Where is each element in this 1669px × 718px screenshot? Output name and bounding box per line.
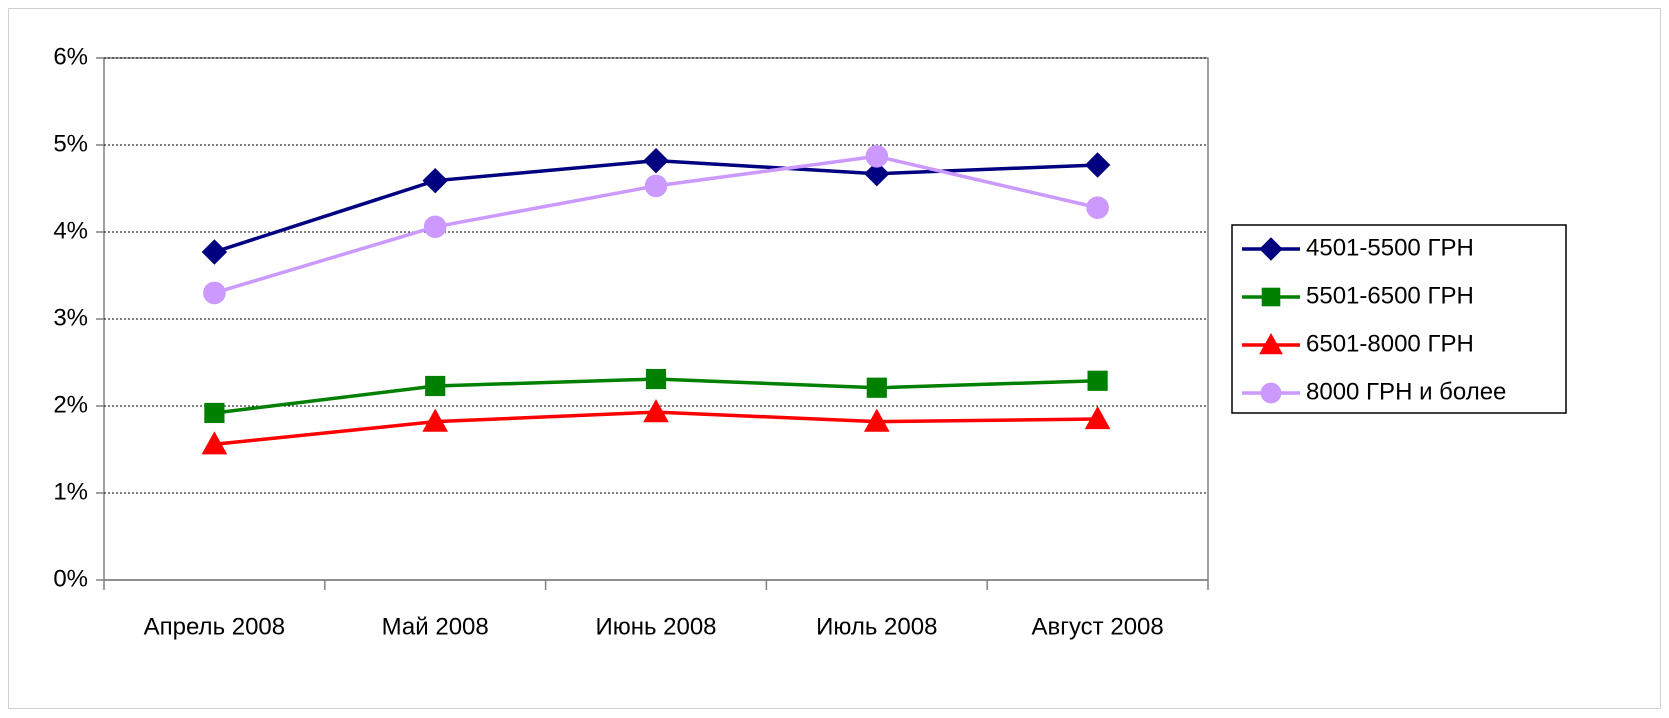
marker-square [866, 377, 887, 398]
legend-marker [1259, 332, 1283, 355]
legend [1231, 224, 1567, 414]
marker-diamond [643, 147, 669, 174]
y-tick-label: 4% [53, 217, 88, 244]
x-tick-label: Июнь 2008 [595, 613, 716, 640]
marker-triangle [422, 408, 449, 432]
y-tick-label: 2% [53, 391, 88, 418]
marker-triangle [863, 408, 890, 432]
legend-box [1231, 224, 1567, 414]
marker-circle [203, 281, 226, 305]
marker-diamond [1084, 152, 1111, 178]
y-tick-label: 3% [53, 304, 88, 331]
y-tick-label: 6% [53, 43, 88, 70]
marker-triangle [201, 431, 228, 455]
x-tick-label: Август 2008 [1031, 613, 1163, 640]
x-tick-label: Апрель 2008 [144, 613, 285, 640]
marker-circle [644, 174, 668, 198]
marker-diamond [201, 239, 228, 265]
marker-circle [423, 215, 447, 239]
legend-marker [1259, 237, 1283, 261]
y-tick-label: 0% [53, 565, 88, 592]
x-tick-label: Июль 2008 [816, 613, 937, 640]
x-tick-label: Май 2008 [382, 613, 489, 640]
marker-square [1087, 370, 1108, 391]
legend-label: 8000 ГРН и более [1306, 378, 1506, 405]
marker-circle [1086, 196, 1109, 219]
marker-square [204, 402, 225, 424]
marker-square [645, 368, 667, 390]
y-tick-label: 5% [53, 130, 88, 157]
marker-triangle [1084, 406, 1111, 430]
marker-diamond [864, 161, 890, 187]
marker-diamond [422, 167, 448, 194]
marker-triangle [643, 399, 669, 423]
legend-marker [1261, 287, 1281, 307]
legend-label: 6501-8000 ГРН [1306, 330, 1474, 357]
marker-circle [865, 145, 889, 168]
y-tick-label: 1% [53, 478, 88, 505]
legend-label: 5501-6500 ГРН [1306, 282, 1474, 309]
marker-square [425, 375, 446, 397]
legend-label: 4501-5500 ГРН [1306, 234, 1474, 261]
legend-marker [1260, 382, 1282, 404]
